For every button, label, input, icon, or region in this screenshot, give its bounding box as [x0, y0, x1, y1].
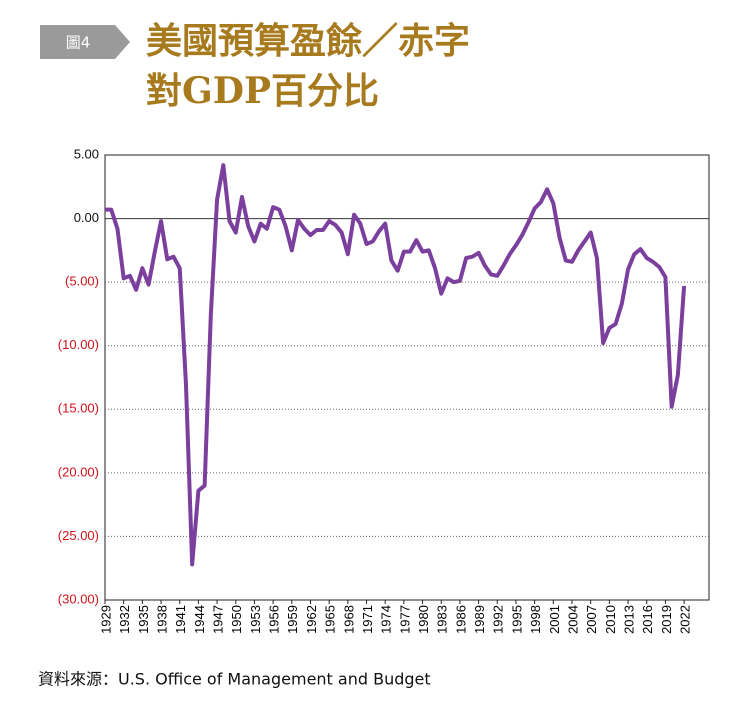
x-tick-label: 1932 — [117, 605, 132, 634]
x-tick-label: 1986 — [453, 605, 468, 634]
x-tick-label: 1953 — [248, 605, 263, 634]
y-tick-label: (5.00) — [65, 274, 99, 289]
x-tick-label: 2016 — [640, 605, 655, 634]
x-tick-label: 1962 — [304, 605, 319, 634]
x-tick-label: 1980 — [416, 605, 431, 634]
x-tick-label: 1938 — [154, 605, 169, 634]
plot-frame — [104, 154, 710, 601]
x-tick-label: 1947 — [211, 605, 226, 634]
y-tick-label: (25.00) — [58, 528, 99, 543]
y-tick-label: (10.00) — [58, 337, 99, 352]
x-tick-label: 1995 — [509, 605, 524, 634]
x-tick-label: 1983 — [435, 605, 450, 634]
x-tick-label: 1929 — [98, 605, 113, 634]
x-tick-label: 1992 — [491, 605, 506, 634]
x-tick-label: 1977 — [397, 605, 412, 634]
x-tick-label: 1935 — [136, 605, 151, 634]
x-tick-label: 1974 — [379, 605, 394, 634]
x-tick-label: 1989 — [472, 605, 487, 634]
x-tick-label: 1965 — [323, 605, 338, 634]
figure-tag — [40, 25, 130, 59]
x-tick-label: 1944 — [192, 605, 207, 634]
x-tick-label: 2001 — [547, 605, 562, 634]
y-tick-label: 5.00 — [74, 146, 99, 161]
x-tick-label: 1956 — [267, 605, 282, 634]
y-tick-label: 0.00 — [74, 210, 99, 225]
x-tick-label: 2004 — [565, 605, 580, 634]
x-tick-label: 2010 — [603, 605, 618, 634]
x-tick-label: 1959 — [285, 605, 300, 634]
x-tick-label: 1968 — [341, 605, 356, 634]
y-tick-label: (15.00) — [58, 401, 99, 416]
x-tick-label: 1998 — [528, 605, 543, 634]
x-tick-label: 1950 — [229, 605, 244, 634]
x-tick-label: 2022 — [678, 605, 693, 634]
data-line — [105, 163, 687, 567]
x-tick-label: 2013 — [621, 605, 636, 634]
source-note: 資料來源：U.S. Office of Management and Budge… — [38, 670, 431, 689]
x-tick-label: 2019 — [659, 605, 674, 634]
x-tick-label: 1941 — [173, 605, 188, 634]
title-line: 對GDP百分比 — [146, 70, 379, 112]
x-tick-label: 1971 — [360, 605, 375, 634]
y-tick-label: (20.00) — [58, 464, 99, 479]
title-line: 美國預算盈餘／赤字 — [146, 20, 470, 62]
figure-label: 圖4 — [66, 34, 91, 52]
y-tick-label: (30.00) — [58, 591, 99, 606]
x-tick-label: 2007 — [584, 605, 599, 634]
